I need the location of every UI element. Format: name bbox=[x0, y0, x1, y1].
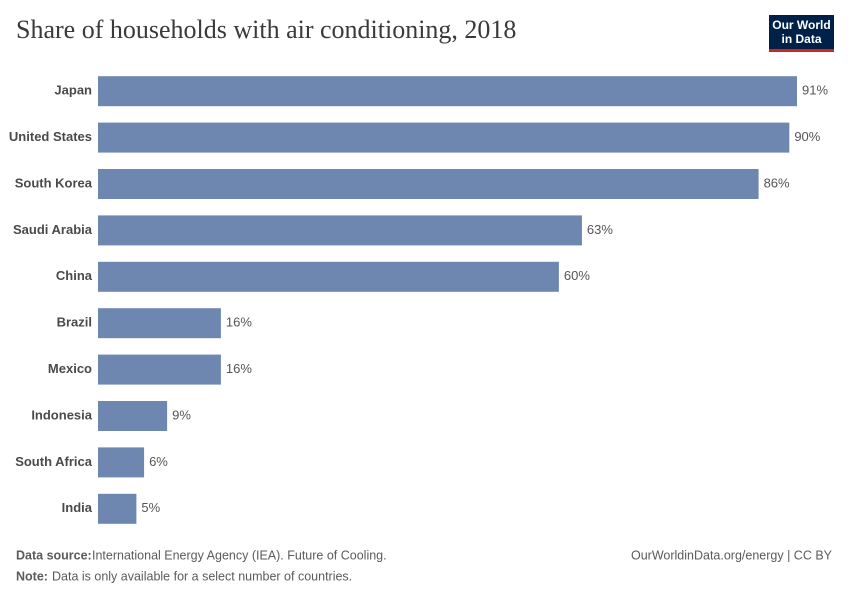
value-label: 86% bbox=[764, 175, 790, 190]
bar bbox=[98, 261, 559, 292]
bar bbox=[98, 122, 790, 153]
bar bbox=[98, 308, 221, 339]
logo-text: Our World bbox=[772, 18, 830, 32]
value-label: 90% bbox=[794, 129, 820, 144]
category-label: South Africa bbox=[15, 454, 93, 469]
value-label: 63% bbox=[587, 222, 613, 237]
value-label: 60% bbox=[564, 268, 590, 283]
logo-underline bbox=[769, 49, 834, 52]
bar bbox=[98, 354, 221, 385]
chart-title: Share of households with air conditionin… bbox=[16, 15, 516, 44]
logo-text: in Data bbox=[781, 32, 821, 46]
bar bbox=[98, 493, 137, 524]
logo-box bbox=[769, 15, 834, 52]
bar bbox=[98, 401, 168, 431]
value-label: 5% bbox=[141, 500, 160, 515]
category-label: Indonesia bbox=[31, 407, 92, 422]
note: Data is only available for a select numb… bbox=[52, 569, 352, 583]
source: International Energy Agency (IEA). Futur… bbox=[92, 548, 387, 562]
category-label: South Korea bbox=[15, 175, 93, 190]
bar bbox=[98, 169, 759, 199]
value-label: 16% bbox=[226, 361, 252, 376]
bar bbox=[98, 447, 145, 478]
source-label: Data source: bbox=[16, 548, 92, 562]
value-label: 6% bbox=[149, 454, 168, 469]
logo[interactable]: Our World in Data bbox=[769, 15, 834, 52]
value-label: 9% bbox=[172, 407, 191, 422]
category-label: Saudi Arabia bbox=[13, 222, 93, 237]
category-label: China bbox=[56, 268, 93, 283]
category-label: India bbox=[62, 500, 93, 515]
category-label: Japan bbox=[54, 83, 92, 98]
value-label: 91% bbox=[802, 83, 828, 98]
bar bbox=[98, 215, 582, 246]
value-label: 16% bbox=[226, 315, 252, 330]
category-label: Brazil bbox=[57, 315, 92, 330]
bar bbox=[98, 76, 797, 107]
category-label: United States bbox=[9, 129, 92, 144]
category-label: Mexico bbox=[48, 361, 92, 376]
note-label: Note: bbox=[16, 569, 48, 583]
credit[interactable]: OurWorldinData.org/energy | CC BY bbox=[631, 548, 833, 562]
